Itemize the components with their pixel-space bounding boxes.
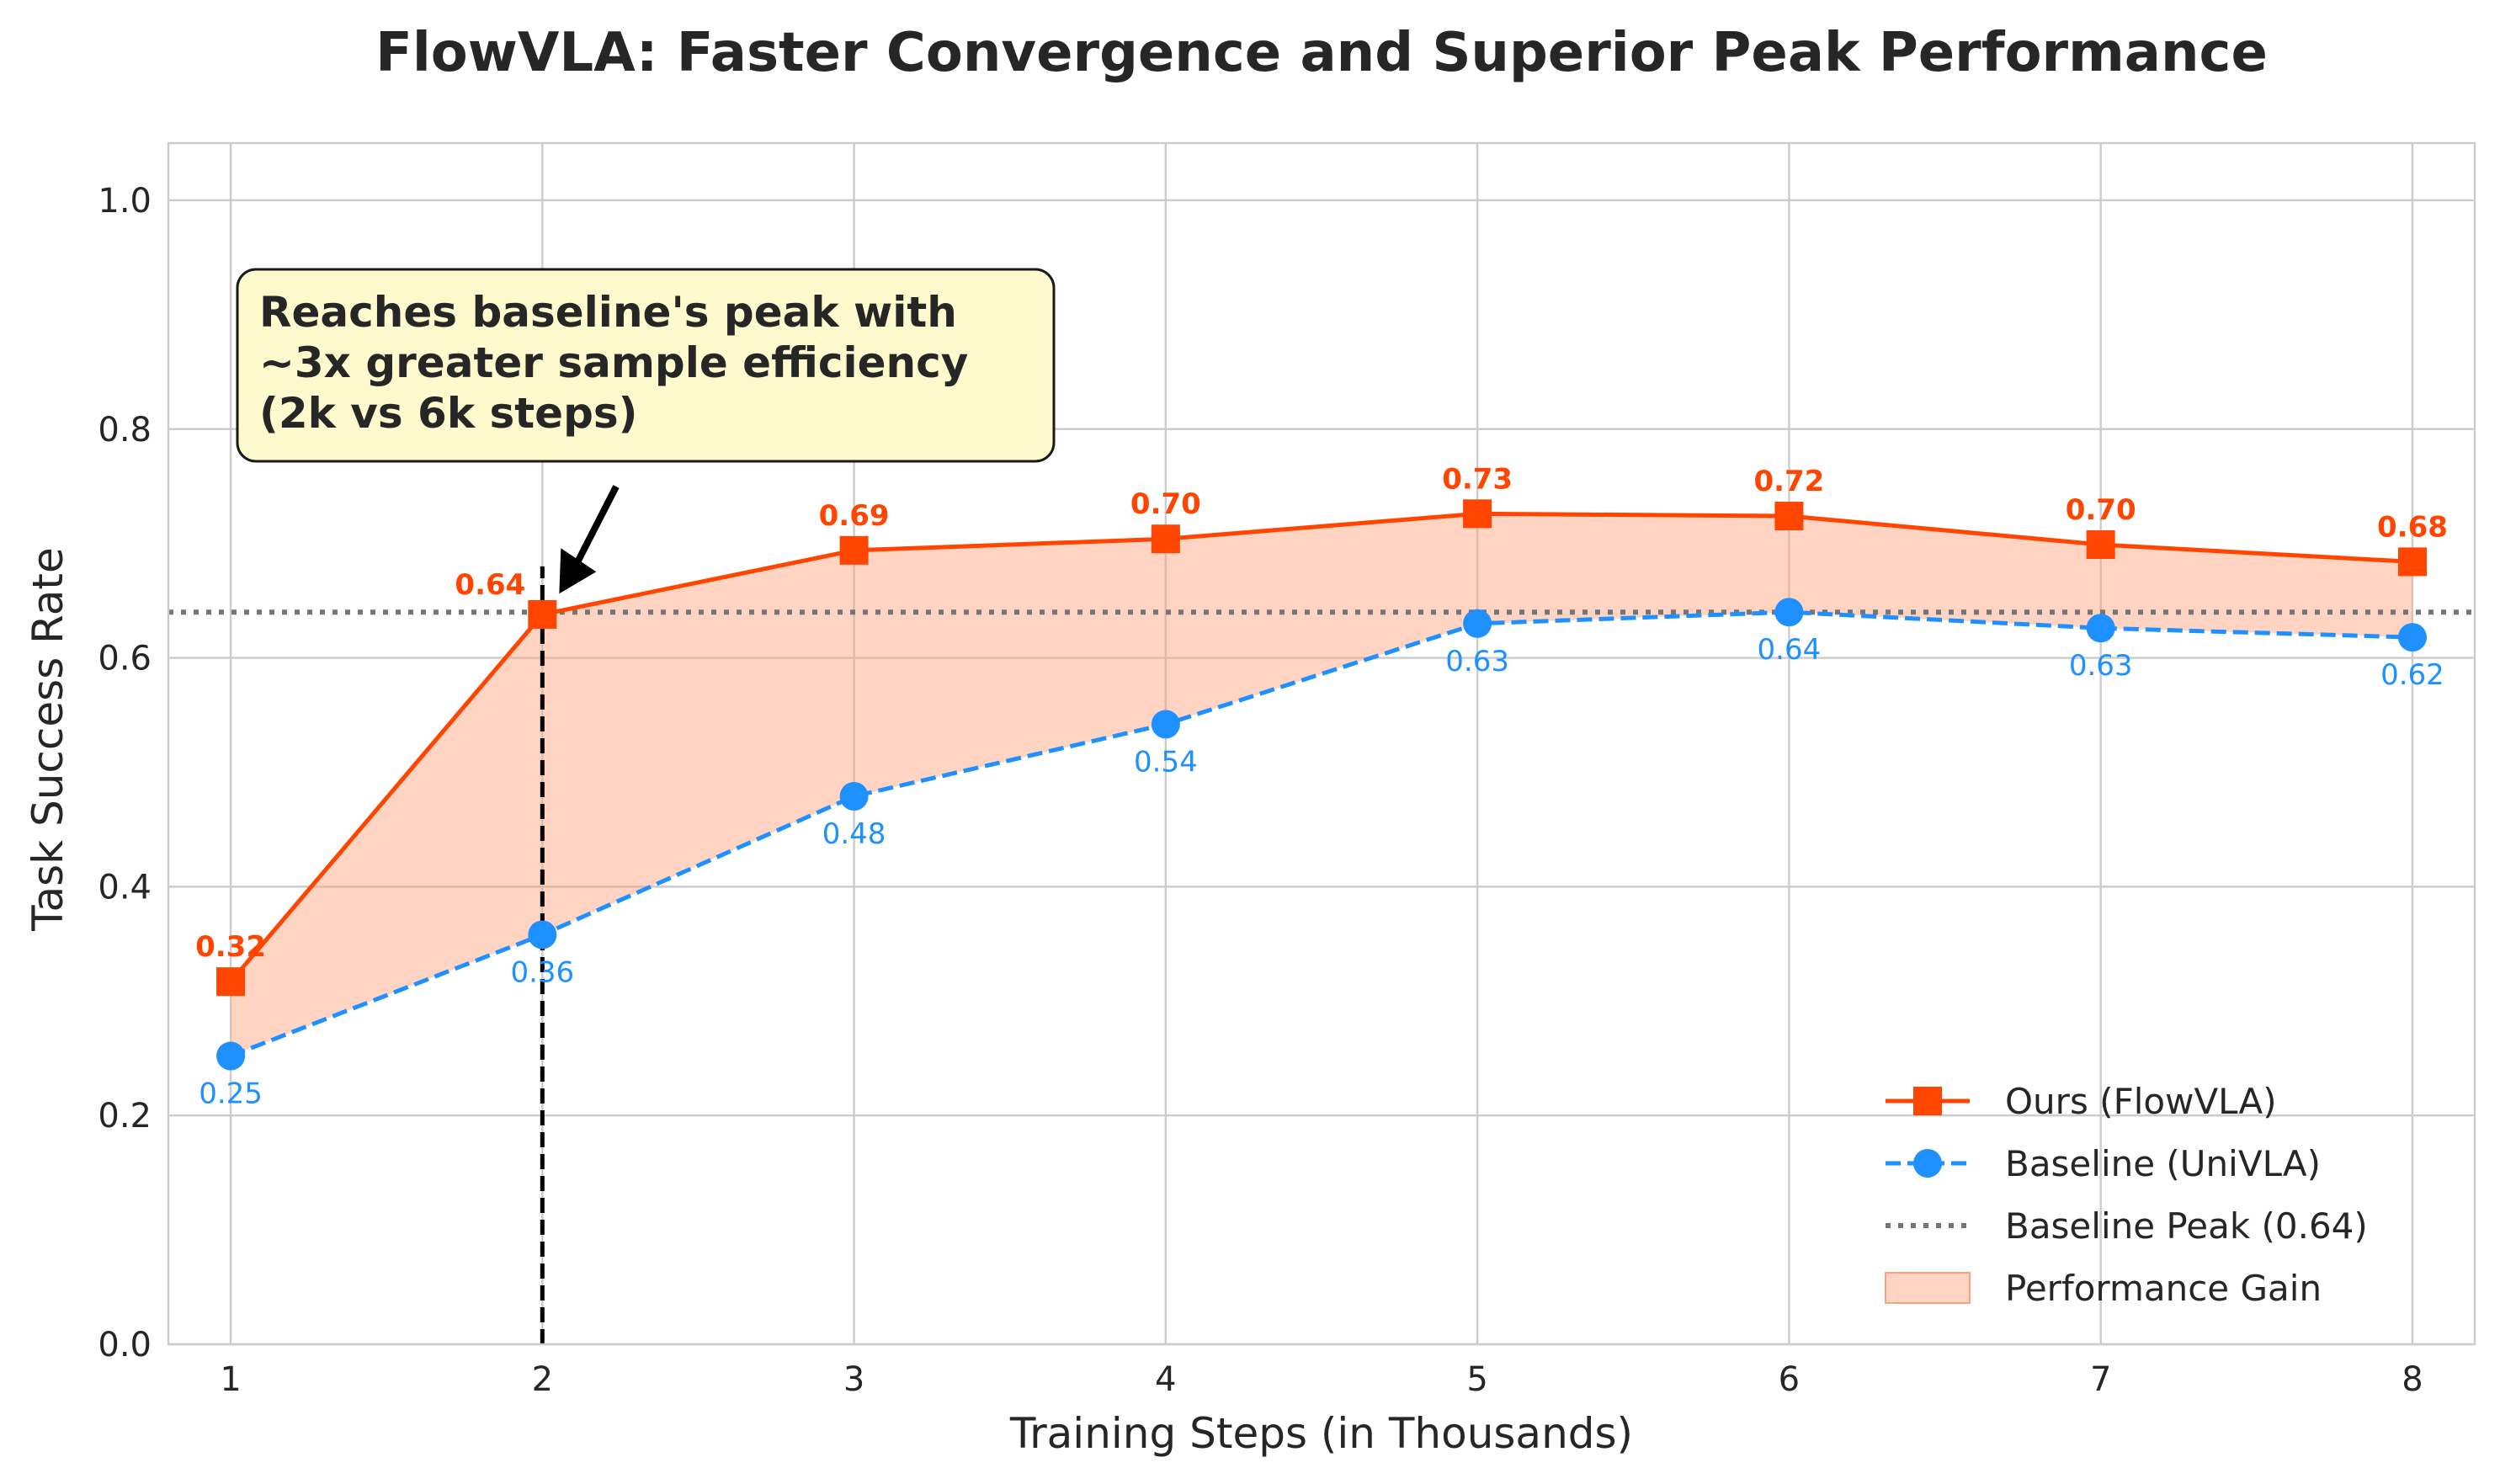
x-tick-label-4: 4 (1155, 1360, 1176, 1399)
marker-ours-3 (839, 535, 869, 565)
annotation-arrow-shaft (572, 485, 620, 567)
data-label-baseline-8: 0.62 (2380, 658, 2444, 692)
marker-baseline-2 (528, 920, 557, 949)
marker-baseline-1 (216, 1041, 246, 1071)
data-label-ours-8: 0.68 (2377, 510, 2448, 544)
y-tick-label-3: 0.6 (98, 640, 152, 678)
x-tick-label-1: 1 (220, 1360, 241, 1399)
data-label-baseline-2: 0.36 (510, 955, 574, 989)
y-axis-label: Task Success Rate (24, 547, 72, 932)
annotation-text-line-2: ~3x greater sample efficiency (259, 338, 968, 387)
x-axis-label: Training Steps (in Thousands) (1009, 1409, 1633, 1458)
data-label-ours-3: 0.69 (819, 499, 890, 533)
data-label-baseline-3: 0.48 (822, 817, 886, 851)
marker-ours-5 (1463, 499, 1492, 529)
marker-baseline-5 (1463, 609, 1492, 638)
series-line-ours (229, 511, 2413, 983)
annotation: Reaches baseline's peak with~3x greater … (236, 268, 1056, 594)
legend-label-ours: Ours (FlowVLA) (2005, 1081, 2277, 1122)
marker-ours-1 (216, 967, 246, 997)
marker-ours-4 (1151, 524, 1180, 554)
grid (168, 143, 2475, 1346)
data-label-ours-5: 0.73 (1442, 462, 1513, 496)
x-tick-label-7: 7 (2090, 1360, 2111, 1399)
x-tick-label-5: 5 (1466, 1360, 1487, 1399)
marker-ours-7 (2086, 530, 2115, 560)
marker-baseline-6 (1774, 598, 1804, 627)
data-label-ours-2: 0.64 (455, 568, 525, 602)
data-label-baseline-7: 0.63 (2069, 649, 2133, 683)
data-label-baseline-1: 0.25 (199, 1077, 263, 1111)
x-tick-label-2: 2 (532, 1360, 553, 1399)
legend-label-ref: Baseline Peak (0.64) (2005, 1205, 2368, 1247)
annotation-text-line-1: Reaches baseline's peak with (259, 288, 957, 337)
annotation-text-line-3: (2k vs 6k steps) (259, 389, 638, 438)
legend-label-fill: Performance Gain (2005, 1268, 2322, 1309)
marker-baseline-3 (839, 782, 869, 811)
data-label-ours-4: 0.70 (1130, 487, 1201, 521)
legend: Ours (FlowVLA) Baseline (UniVLA) Baseline … (1885, 1081, 2368, 1309)
annotation-arrow-head (559, 548, 597, 594)
x-tick-label-8: 8 (2402, 1360, 2423, 1399)
axes: 1 2 3 4 5 6 7 8 0.0 0.2 0.4 0.6 0.8 1.0 (98, 141, 2476, 1399)
x-tick-label-3: 3 (843, 1360, 864, 1399)
legend-marker-ours (1913, 1087, 1942, 1115)
data-label-baseline-4: 0.54 (1134, 745, 1198, 779)
chart-title: FlowVLA: Faster Convergence and Superior… (375, 22, 2268, 84)
performance-gain-fill (231, 513, 2412, 1056)
annotation-box (236, 268, 1056, 463)
marker-baseline-7 (2086, 614, 2115, 643)
data-label-baseline-5: 0.63 (1445, 645, 1509, 678)
marker-ours-8 (2397, 547, 2427, 577)
data-labels: 0.32 0.64 0.69 0.70 0.73 0.72 0.70 0.68 0.25 0.36… (195, 462, 2448, 1110)
marker-ours-6 (1774, 502, 1804, 531)
marker-ours-2 (528, 599, 557, 629)
data-label-ours-6: 0.72 (1753, 465, 1824, 498)
series-line-baseline (230, 609, 2413, 1058)
y-tick-label-0: 0.0 (98, 1326, 152, 1364)
series-group (216, 499, 2427, 1071)
data-label-ours-1: 0.32 (195, 930, 266, 964)
marker-baseline-8 (2397, 623, 2427, 652)
data-label-baseline-6: 0.64 (1758, 633, 1822, 667)
performance-gain-area (231, 513, 2412, 1056)
legend-label-baseline: Baseline (UniVLA) (2005, 1143, 2321, 1184)
y-tick-label-1: 0.2 (98, 1097, 152, 1136)
y-tick-label-5: 1.0 (98, 182, 152, 221)
marker-baseline-4 (1151, 710, 1180, 739)
data-label-ours-7: 0.70 (2066, 493, 2136, 527)
legend-marker-baseline (1913, 1149, 1942, 1178)
y-tick-label-2: 0.4 (98, 868, 152, 907)
legend-swatch-performance-gain (1885, 1272, 1971, 1304)
plot-frame (167, 141, 2476, 1346)
x-tick-label-6: 6 (1779, 1360, 1800, 1399)
y-tick-label-4: 0.8 (98, 411, 152, 449)
